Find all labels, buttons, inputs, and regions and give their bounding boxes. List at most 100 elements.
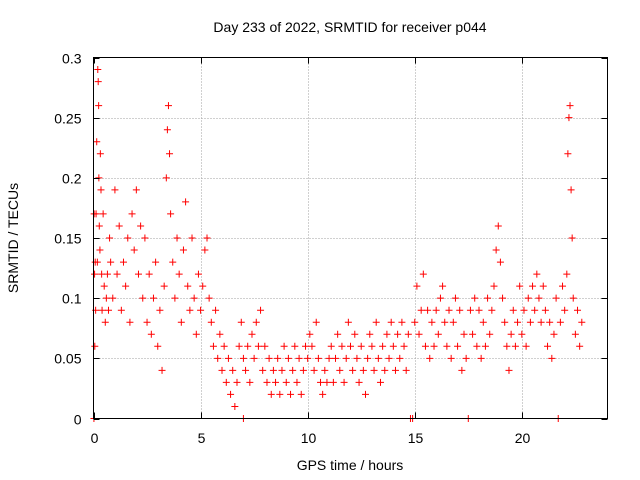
data-point [321, 366, 329, 374]
data-point [516, 282, 524, 290]
data-point [252, 318, 260, 326]
data-point [267, 390, 275, 398]
data-point [124, 234, 132, 242]
data-point [430, 342, 438, 350]
data-point [421, 342, 429, 350]
data-point [98, 306, 106, 314]
data-point [349, 366, 357, 374]
data-point [552, 294, 560, 302]
data-point [122, 282, 130, 290]
data-point [531, 306, 539, 314]
data-point [163, 126, 171, 134]
data-point [106, 234, 114, 242]
data-point [94, 66, 102, 74]
data-point [302, 342, 310, 350]
data-point [424, 306, 432, 314]
data-point [426, 354, 434, 362]
data-point [101, 318, 109, 326]
data-point [475, 306, 483, 314]
data-point [109, 294, 117, 302]
data-point [199, 282, 207, 290]
data-point [152, 258, 160, 266]
data-point [564, 150, 572, 158]
data-point [417, 306, 425, 314]
data-point [143, 318, 151, 326]
data-point [368, 342, 376, 350]
data-point [509, 306, 517, 314]
data-point [565, 114, 573, 122]
data-point [323, 378, 331, 386]
y-tick-label: 0 [74, 412, 82, 428]
data-point [261, 342, 269, 350]
data-point [342, 354, 350, 362]
data-point [145, 270, 153, 278]
data-point [95, 102, 103, 110]
data-point [91, 342, 99, 350]
data-point [355, 378, 363, 386]
data-point [353, 354, 361, 362]
data-point [357, 342, 365, 350]
data-point [173, 234, 181, 242]
data-point [297, 390, 305, 398]
data-point [486, 330, 494, 338]
data-point [207, 318, 215, 326]
data-point [171, 294, 179, 302]
data-point [466, 306, 474, 314]
data-point [319, 390, 327, 398]
x-tick-label: 5 [198, 430, 206, 446]
data-point [471, 294, 479, 302]
data-point [93, 138, 101, 146]
data-point [257, 306, 265, 314]
data-point [254, 342, 262, 350]
data-point [141, 234, 149, 242]
data-point [574, 306, 582, 314]
data-point [415, 330, 423, 338]
data-point [126, 318, 134, 326]
data-point [235, 342, 243, 350]
data-point [175, 270, 183, 278]
data-point [111, 186, 119, 194]
data-point [201, 246, 209, 254]
data-point [325, 354, 333, 362]
y-tick-label: 0.25 [54, 111, 81, 127]
chart-title: Day 233 of 2022, SRMTID for receiver p04… [213, 19, 486, 35]
data-point [529, 282, 537, 290]
data-point [526, 318, 534, 326]
data-point [154, 342, 162, 350]
data-point [224, 354, 232, 362]
data-point [389, 342, 397, 350]
data-point [209, 342, 217, 350]
data-point [99, 210, 107, 218]
data-point [411, 318, 419, 326]
data-point [312, 318, 320, 326]
x-tick-label: 15 [408, 430, 424, 446]
data-point [567, 186, 575, 194]
data-point [169, 258, 177, 266]
data-point [501, 318, 509, 326]
data-point [299, 366, 307, 374]
data-point [269, 366, 277, 374]
data-point [568, 234, 576, 242]
data-point [394, 330, 402, 338]
data-point [559, 282, 567, 290]
data-point [220, 342, 228, 350]
data-point [167, 210, 175, 218]
data-point [280, 342, 288, 350]
data-point [578, 318, 586, 326]
data-point [278, 366, 286, 374]
data-point [329, 378, 337, 386]
data-point [364, 354, 372, 362]
data-point [576, 342, 584, 350]
data-point [400, 342, 408, 350]
data-point [546, 318, 554, 326]
data-point [287, 390, 295, 398]
data-point [95, 222, 103, 230]
data-point [473, 342, 481, 350]
data-point [216, 330, 224, 338]
data-point [139, 294, 147, 302]
data-point [231, 402, 239, 410]
data-point [246, 378, 254, 386]
data-point [376, 378, 384, 386]
